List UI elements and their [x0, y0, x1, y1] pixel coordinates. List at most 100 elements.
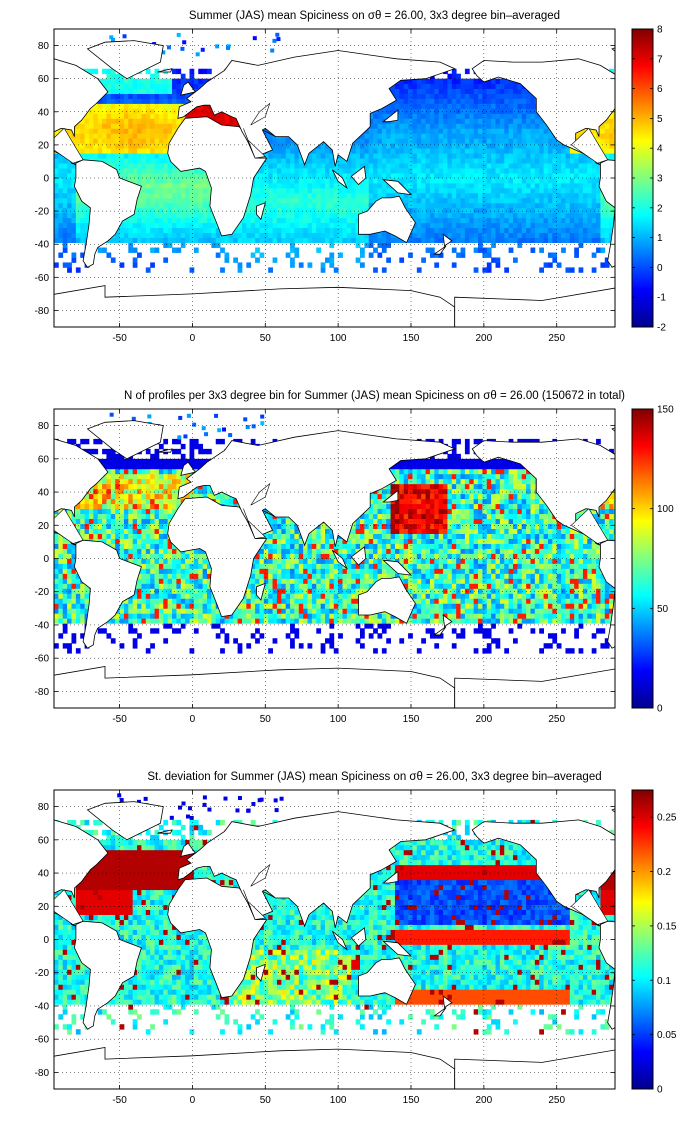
heatmap-cell — [250, 197, 256, 204]
heatmap-cell — [67, 222, 72, 229]
heatmap-cell — [145, 173, 151, 179]
heatmap-cell — [281, 212, 287, 219]
heatmap-cell — [207, 187, 212, 194]
heatmap-cell — [491, 143, 496, 149]
heatmap-cell — [425, 138, 431, 144]
heatmap-cell — [320, 237, 326, 243]
heatmap-cell — [141, 232, 147, 238]
heatmap-cell — [543, 227, 549, 234]
heatmap-cell — [176, 247, 182, 253]
heatmap-cell — [119, 73, 125, 80]
heatmap-cell — [521, 148, 527, 154]
heatmap-cell — [552, 197, 558, 204]
heatmap-cell — [84, 232, 90, 238]
heatmap-cell — [303, 163, 308, 169]
heatmap-cell — [499, 197, 505, 204]
heatmap-cell — [543, 148, 549, 154]
heatmap-cell — [425, 123, 431, 129]
heatmap-cell — [360, 138, 365, 144]
heatmap-cell — [303, 173, 308, 179]
heatmap-cell — [311, 197, 317, 204]
heatmap-cell — [587, 212, 593, 219]
heatmap-cell — [604, 202, 610, 209]
heatmap-cell — [298, 163, 304, 169]
heatmap-cell — [67, 573, 72, 579]
heatmap-cell — [460, 153, 466, 159]
heatmap-cell — [504, 227, 510, 234]
heatmap-cell — [504, 123, 510, 129]
heatmap-cell — [338, 212, 343, 219]
heatmap-cell — [399, 192, 405, 199]
heatmap-cell — [373, 138, 378, 144]
heatmap-cell — [93, 118, 99, 124]
heatmap-cell — [311, 148, 317, 154]
heatmap-cell — [421, 113, 426, 119]
heatmap-cell — [163, 163, 169, 169]
heatmap-cell — [508, 123, 514, 129]
heatmap-cell — [67, 603, 72, 609]
heatmap-cell — [403, 93, 409, 99]
heatmap-cell — [517, 197, 523, 204]
heatmap-cell — [421, 202, 426, 209]
heatmap-cell — [58, 128, 64, 134]
heatmap-cell — [530, 232, 536, 238]
heatmap-cell — [54, 262, 59, 268]
heatmap-cell — [115, 73, 120, 80]
heatmap-cell — [513, 237, 518, 243]
heatmap-cell — [154, 192, 160, 199]
heatmap-cell — [198, 173, 204, 179]
heatmap-cell — [543, 207, 549, 214]
heatmap-cell — [338, 202, 343, 209]
heatmap-cell — [145, 267, 151, 273]
heatmap-cell — [307, 158, 313, 164]
heatmap-cell — [102, 98, 107, 104]
heatmap-cell — [54, 578, 59, 584]
heatmap-cell — [145, 113, 151, 119]
heatmap-cell — [517, 192, 523, 199]
heatmap-cell — [412, 123, 418, 129]
heatmap-cell — [272, 173, 278, 179]
heatmap-cell — [434, 153, 440, 159]
heatmap-cell — [298, 187, 304, 194]
heatmap-cell — [416, 222, 422, 229]
heatmap-cell — [408, 113, 413, 119]
heatmap-cell — [495, 227, 501, 234]
heatmap-cell — [556, 173, 562, 179]
heatmap-cell — [604, 128, 610, 134]
heatmap-cell — [285, 148, 291, 154]
heatmap-cell — [67, 232, 72, 238]
heatmap-cell — [556, 143, 562, 149]
heatmap-cell — [443, 128, 448, 134]
heatmap-cell — [486, 212, 492, 219]
heatmap-cell — [451, 237, 457, 243]
heatmap-cell — [285, 222, 291, 229]
heatmap-cell — [526, 123, 531, 129]
heatmap-cell — [556, 232, 562, 238]
heatmap-cell — [561, 207, 566, 214]
heatmap-cell — [338, 163, 343, 169]
heatmap-cell — [421, 178, 426, 184]
heatmap-cell — [145, 78, 151, 85]
heatmap-cell — [381, 242, 387, 248]
heatmap-cell — [75, 518, 81, 525]
heatmap-cell — [137, 197, 142, 204]
heatmap-cell — [71, 553, 77, 559]
heatmap-cell — [132, 118, 138, 124]
heatmap-cell — [473, 88, 479, 94]
heatmap-cell — [150, 227, 155, 234]
heatmap-cell — [338, 173, 343, 179]
heatmap-cell — [75, 573, 81, 579]
heatmap-cell — [478, 133, 483, 139]
heatmap-cell — [534, 227, 540, 234]
heatmap-cell — [587, 187, 593, 194]
heatmap-cell — [473, 163, 479, 169]
heatmap-cell — [478, 242, 483, 248]
heatmap-cell — [486, 83, 492, 89]
heatmap-cell — [434, 222, 440, 229]
heatmap-cell — [263, 222, 269, 229]
heatmap-cell — [574, 148, 579, 154]
heatmap-cell — [93, 108, 99, 114]
heatmap-cell — [565, 267, 571, 273]
heatmap-cell — [141, 182, 147, 189]
heatmap-cell — [460, 247, 466, 253]
